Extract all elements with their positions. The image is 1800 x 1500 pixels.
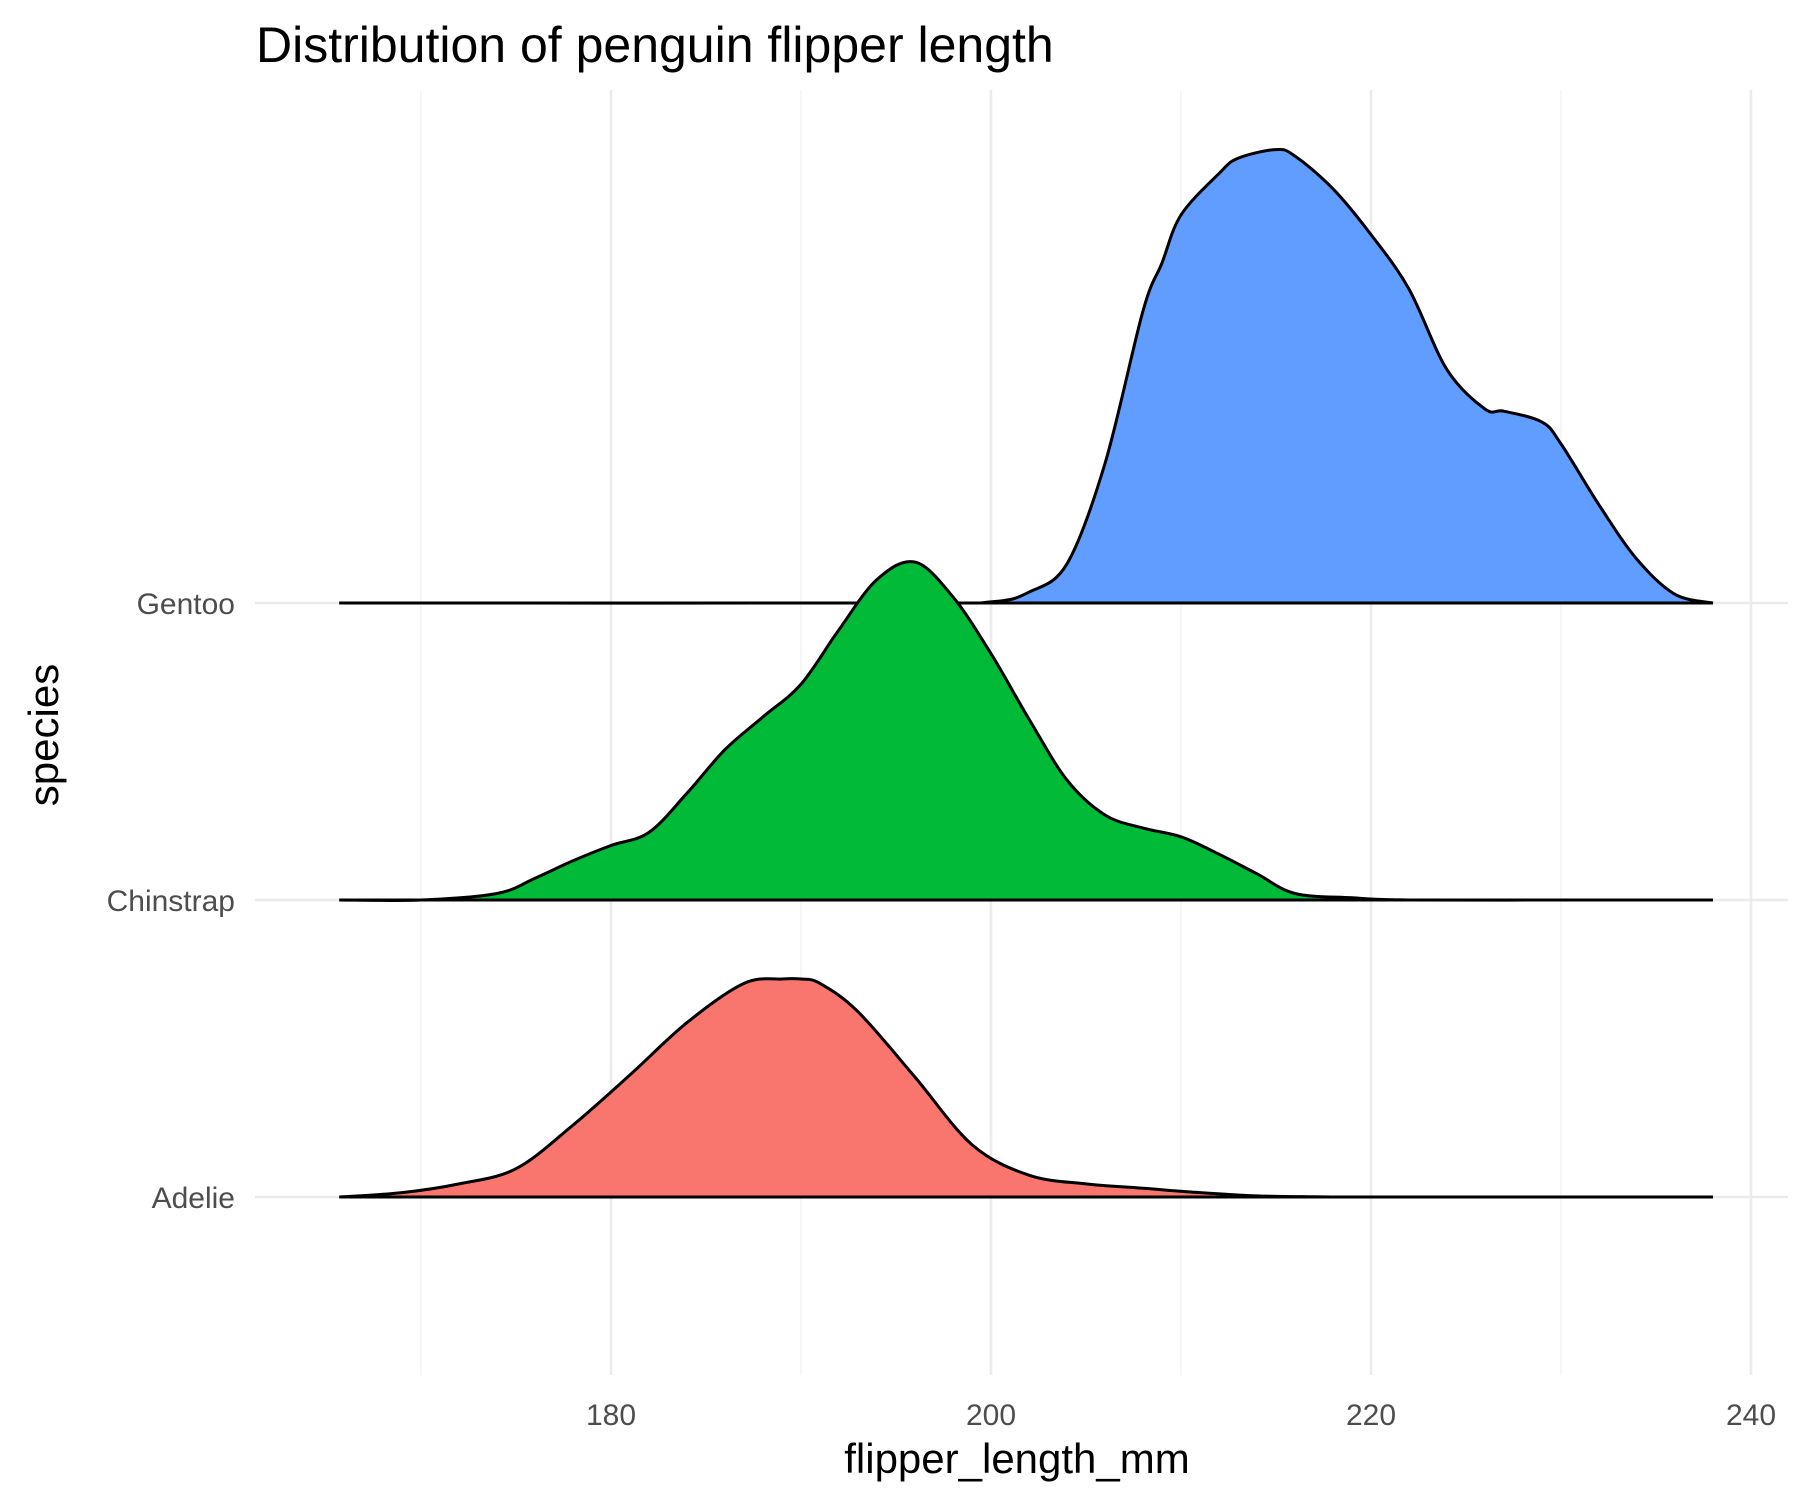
x-tick-label: 220 <box>1346 1399 1396 1432</box>
ridges <box>339 147 1714 1199</box>
x-tick-label: 200 <box>966 1399 1016 1432</box>
y-tick-labels: Adelie Chinstrap Gentoo <box>107 588 235 1215</box>
ridge-adelie <box>339 976 1713 1199</box>
ridge-outline <box>339 560 1713 902</box>
ridge-gentoo <box>339 147 1714 605</box>
ridge-fill <box>339 561 1713 901</box>
y-tick-label: Chinstrap <box>107 885 235 918</box>
x-tick-labels: 180 200 220 240 <box>586 1399 1776 1432</box>
ridge-outline <box>339 147 1714 605</box>
y-tick-label: Gentoo <box>137 588 235 621</box>
ridge-chinstrap <box>339 560 1713 902</box>
x-tick-label: 240 <box>1726 1399 1776 1432</box>
x-axis-title: flipper_length_mm <box>844 1435 1190 1482</box>
y-tick-label: Adelie <box>152 1182 235 1215</box>
x-tick-label: 180 <box>586 1399 636 1432</box>
ridge-fill <box>339 978 1713 1197</box>
chart-title: Distribution of penguin flipper length <box>256 17 1054 73</box>
y-axis-title: species <box>20 664 67 806</box>
ridge-fill <box>339 149 1713 604</box>
